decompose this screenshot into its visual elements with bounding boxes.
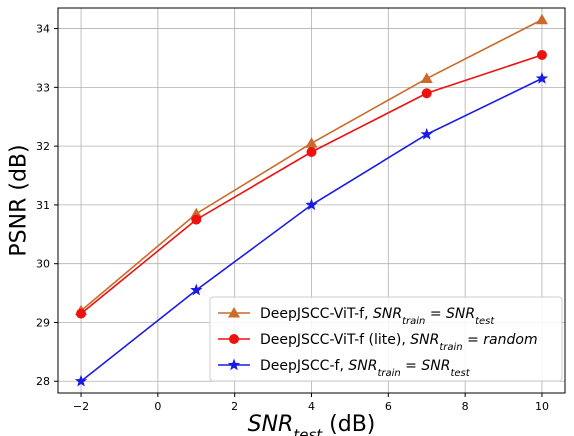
series-3	[74, 72, 549, 387]
data-point	[190, 207, 203, 219]
x-axis-title-main: SNR	[248, 412, 294, 436]
x-tick-label: 6	[385, 400, 392, 413]
y-tick-label: 32	[36, 140, 50, 153]
x-tick-label: 8	[462, 400, 469, 413]
x-tick-label: 10	[535, 400, 549, 413]
legend-items: DeepJSCC-ViT-f, SNRtrain = SNRtest DeepJS…	[218, 306, 538, 379]
data-point	[191, 214, 202, 225]
data-point	[305, 137, 318, 148]
data-point	[306, 147, 317, 158]
data-point	[421, 88, 432, 99]
x-axis-title-unit: (dB)	[322, 412, 375, 436]
y-tick-label: 31	[36, 199, 50, 212]
series-2	[76, 50, 547, 319]
series-layer	[74, 13, 549, 387]
legend-marker	[229, 334, 239, 344]
data-point	[74, 374, 88, 387]
legend-item: DeepJSCC-f, SNRtrain = SNRtest	[218, 358, 471, 379]
x-tick-label: −2	[73, 400, 89, 413]
y-tick-label: 33	[36, 81, 50, 94]
x-tick-label: 2	[231, 400, 238, 413]
legend-marker	[228, 307, 240, 318]
legend-item: DeepJSCC-ViT-f, SNRtrain = SNRtest	[218, 306, 495, 327]
y-tick-label: 30	[36, 258, 50, 271]
legend-label: DeepJSCC-f, SNRtrain = SNRtest	[260, 358, 471, 379]
x-axis-title: SNRtest (dB)	[248, 412, 376, 436]
data-point	[76, 308, 87, 319]
legend-item: DeepJSCC-ViT-f (lite), SNRtrain = random	[218, 332, 538, 353]
legend-label: DeepJSCC-ViT-f, SNRtrain = SNRtest	[260, 306, 495, 327]
data-point	[420, 72, 433, 84]
legend-marker	[227, 358, 241, 371]
data-point	[190, 283, 203, 296]
data-point	[536, 50, 547, 61]
data-point	[535, 72, 549, 84]
grid	[58, 8, 565, 393]
y-tick-label: 29	[36, 316, 50, 329]
x-tick-label: 4	[308, 400, 315, 413]
data-point	[535, 13, 548, 25]
legend: DeepJSCC-ViT-f, SNRtrain = SNRtest DeepJS…	[209, 296, 563, 382]
data-point	[305, 198, 318, 211]
ticks: −2 0 2 4 6 8 10 28 29 30 31 32 33 34	[36, 23, 549, 413]
y-axis-title: PSNR (dB)	[7, 144, 32, 256]
legend-box	[209, 296, 563, 382]
legend-label: DeepJSCC-ViT-f (lite), SNRtrain = random	[260, 332, 538, 353]
x-tick-label: 0	[154, 400, 161, 413]
y-tick-label: 34	[36, 23, 50, 36]
data-point	[420, 127, 433, 140]
x-axis-title-sub: test	[293, 426, 323, 436]
y-tick-label: 28	[36, 375, 50, 388]
